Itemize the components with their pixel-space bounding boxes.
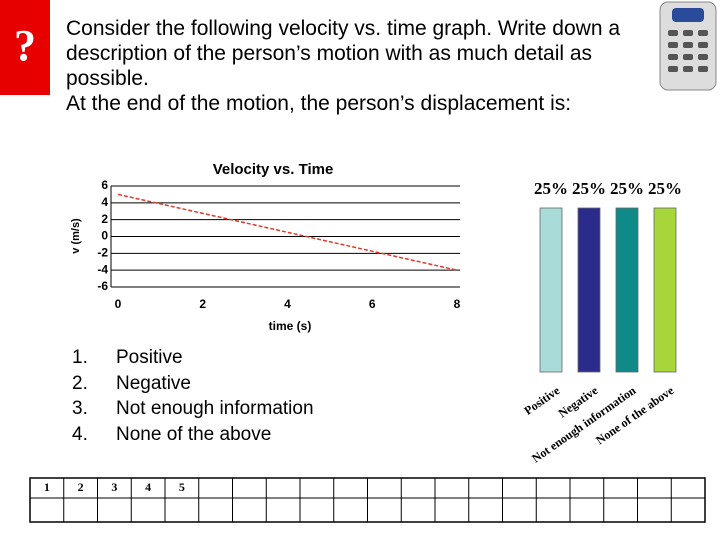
bar-value-label: 25%	[572, 179, 606, 198]
answer-number: 1.	[72, 347, 88, 368]
bar	[577, 207, 601, 373]
grid-number: 1	[44, 480, 50, 494]
x-tick-label: 4	[284, 297, 291, 311]
x-tick-label: 0	[115, 297, 122, 311]
question-statement: At the end of the motion, the person’s d…	[66, 92, 572, 115]
answer-option: 2. Negative	[72, 371, 314, 397]
answer-option: 1. Positive	[72, 345, 314, 371]
y-tick-label: -6	[97, 279, 108, 293]
x-tick-label: 8	[454, 297, 461, 311]
x-tick-label: 6	[369, 297, 376, 311]
grid-number: 4	[145, 480, 151, 494]
answer-number: 3.	[72, 398, 88, 419]
answer-text: Positive	[116, 347, 183, 368]
answer-list: 1. Positive 2. Negative 3. Not enough informa…	[72, 345, 314, 447]
y-tick-label: 0	[101, 229, 108, 243]
y-tick-label: 4	[101, 195, 108, 209]
grid-number: 2	[78, 480, 84, 494]
bar-category-label: Positive	[522, 383, 563, 418]
bar	[653, 207, 677, 373]
grid-number: 5	[179, 480, 185, 494]
question-badge	[0, 0, 50, 95]
bar	[539, 207, 563, 373]
velocity-line	[117, 193, 458, 271]
answer-text: None of the above	[116, 423, 272, 445]
answer-text: Negative	[116, 372, 191, 394]
clicker-icon	[659, 1, 717, 91]
question-text: Consider the following velocity vs. time…	[66, 16, 666, 116]
answer-number: 4.	[72, 423, 88, 445]
y-tick-label: -4	[97, 262, 108, 276]
x-axis-label: time (s)	[269, 319, 312, 333]
grid-number: 3	[111, 480, 117, 494]
bar-value-label: 25%	[610, 179, 644, 198]
chart-title: Velocity vs. Time	[213, 161, 334, 178]
bar-value-label: 25%	[648, 179, 682, 198]
x-tick-label: 2	[199, 297, 206, 311]
y-tick-label: 2	[101, 212, 108, 226]
question-mark-icon: ?	[14, 21, 36, 70]
question-prompt: Consider the following velocity vs. time…	[66, 17, 621, 90]
answer-option: 3. Not enough information	[72, 396, 314, 422]
y-tick-label: -2	[97, 246, 108, 260]
bar	[615, 207, 639, 373]
answer-option: 4. None of the above	[72, 422, 314, 448]
answer-text: Not enough information	[116, 398, 314, 419]
response-grid: 1 2 3 4 5	[29, 477, 706, 523]
y-tick-label: 6	[101, 178, 108, 192]
answer-number: 2.	[72, 372, 88, 394]
bar-value-label: 25%	[534, 179, 568, 198]
y-axis-label: v (m/s)	[70, 218, 82, 254]
